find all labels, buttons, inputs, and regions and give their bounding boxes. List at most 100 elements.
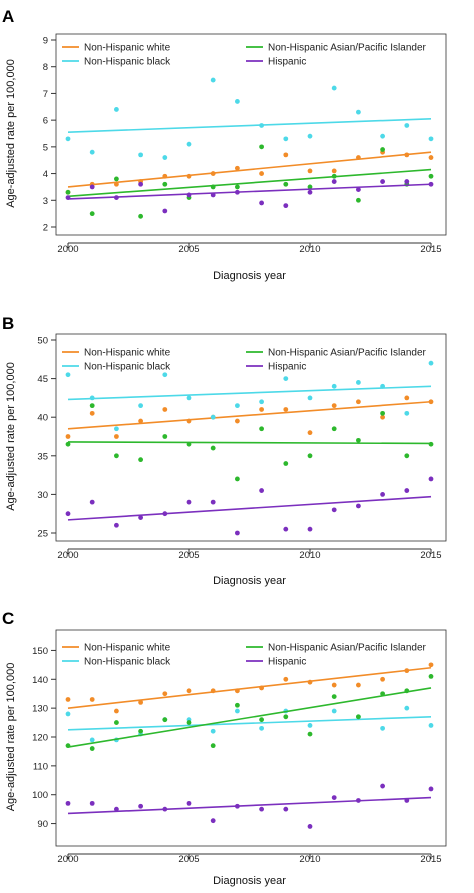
panel-b-legend: Non-Hispanic white Non-Hispanic black Non-…	[62, 348, 427, 373]
panel-c-series-non-hispanic-black-point-2006	[210, 728, 216, 734]
panel-a-series-hispanic-point-2015	[428, 181, 434, 187]
panel-c-legend-non-hispanic-white-label: Non-Hispanic white	[84, 643, 171, 654]
panel-b-series-hispanic-point-2002	[114, 522, 119, 528]
panel-a-series-non-hispanic-asian-pacific-islander-point-2007	[235, 184, 240, 190]
panel-a-series-hispanic-point-2010	[307, 189, 313, 195]
panel-a-series-hispanic-point-2007	[235, 189, 240, 195]
panel-c-legend-hispanic-label: Hispanic	[268, 657, 306, 668]
panel-a-series-non-hispanic-asian-pacific-islander-point-2002	[114, 176, 119, 182]
panel-b-y-tick-label-30: 30	[37, 490, 48, 501]
panel-a-y-tick-label-5: 5	[43, 142, 48, 153]
panel-b-letter: B	[2, 314, 14, 333]
panel-a-series-non-hispanic-black-point-2015	[428, 136, 434, 142]
panel-a-series-non-hispanic-black-point-2000	[65, 136, 71, 142]
panel-c-series-non-hispanic-asian-pacific-islander-point-2004	[162, 717, 168, 723]
panel-b-series-non-hispanic-black-point-2013	[380, 383, 385, 389]
panel-c-series-hispanic-point-2015	[428, 786, 434, 792]
panel-b-series-non-hispanic-asian-pacific-islander	[65, 403, 434, 482]
panel-b-series-non-hispanic-white-point-2007	[235, 418, 240, 424]
panel-a-series-hispanic-point-2012	[356, 187, 361, 193]
panel-c-y-axis: 90 100 110 120 130 140 150	[32, 646, 56, 830]
panel-a-series-non-hispanic-black-point-2009	[283, 136, 289, 142]
panel-c-series-non-hispanic-asian-pacific-islander-point-2011	[331, 694, 337, 699]
panel-b-legend-hispanic-label: Hispanic	[268, 362, 306, 373]
panel-b-series-non-hispanic-white-point-2008	[259, 407, 264, 412]
panel-b-series-hispanic-point-2000	[65, 511, 71, 517]
panel-c-series-hispanic-point-2012	[356, 798, 361, 803]
panel-a-x-axis-title: Diagnosis year	[213, 270, 286, 282]
panel-a-series-hispanic-point-2009	[283, 203, 289, 209]
panel-a-series-non-hispanic-white-point-2008	[259, 171, 264, 176]
panel-b-series-non-hispanic-white-point-2009	[283, 407, 289, 412]
panel-b-series-non-hispanic-black-point-2000	[65, 372, 71, 378]
panel-b-series-non-hispanic-black-point-2015	[428, 360, 434, 366]
panel-a-y-tick-label-4: 4	[43, 169, 48, 180]
panel-a-series-hispanic-point-2004	[162, 208, 168, 214]
panel-c-series-non-hispanic-asian-pacific-islander-point-2003	[138, 728, 144, 734]
panel-a-series-non-hispanic-black	[65, 77, 434, 160]
panel-b-legend-non-hispanic-white-label: Non-Hispanic white	[84, 348, 171, 359]
panel-b-y-tick-label-40: 40	[37, 413, 48, 424]
panel-a-series-non-hispanic-white-point-2015	[428, 155, 434, 160]
panel-b-series-non-hispanic-asian-pacific-islander-point-2003	[138, 457, 144, 463]
panel-b-series-non-hispanic-white-point-2004	[162, 407, 168, 412]
panel-b-series-non-hispanic-asian-pacific-islander-point-2011	[331, 426, 337, 432]
panel-a-series-non-hispanic-asian-pacific-islander-point-2006	[210, 184, 216, 190]
panel-c-series-non-hispanic-asian-pacific-islander-point-2002	[114, 720, 119, 725]
panel-c-series-hispanic-point-2013	[380, 783, 385, 789]
panel-b-series-non-hispanic-black-point-2004	[162, 372, 168, 378]
panel-c-series-non-hispanic-black-point-2000	[65, 711, 71, 717]
panel-a-series-non-hispanic-asian-pacific-islander-point-2012	[356, 197, 361, 203]
panel-b-x-tick-label-2015: 2015	[420, 550, 441, 561]
panel-b-series-hispanic-point-2006	[210, 499, 216, 505]
panel-a-y-axis-title: Age-adjusted rate per 100,000	[5, 59, 17, 208]
panel-b-series-non-hispanic-black-point-2005	[186, 395, 192, 401]
panel-c-series-non-hispanic-asian-pacific-islander-point-2006	[210, 743, 216, 749]
panel-b-series-non-hispanic-black-point-2006	[210, 414, 216, 420]
panel-c-series-non-hispanic-white-point-2001	[89, 697, 95, 702]
panel-c-series-non-hispanic-asian-pacific-islander-point-2015	[428, 674, 434, 679]
panel-c-y-tick-label-100: 100	[32, 790, 48, 801]
panel-c-series-hispanic	[65, 783, 434, 829]
panel-a-series-non-hispanic-black-point-2010	[307, 133, 313, 139]
panel-b-series-non-hispanic-black-point-2009	[283, 376, 289, 381]
panel-c-series-non-hispanic-asian-pacific-islander-point-2010	[307, 731, 313, 737]
panel-c-series-hispanic-point-2005	[186, 800, 192, 806]
panel-b-x-axis: 2000 2005 2010 2015	[57, 548, 442, 561]
panel-b-series-non-hispanic-asian-pacific-islander-point-2008	[259, 426, 264, 432]
panel-c-series-non-hispanic-black	[65, 705, 434, 743]
panel-a-series-hispanic-point-2011	[331, 179, 337, 184]
panel-b-x-axis-title: Diagnosis year	[213, 575, 286, 587]
panel-c-series-non-hispanic-white-point-2011	[331, 682, 337, 688]
panel-c-series-non-hispanic-white-point-2012	[356, 682, 361, 688]
panel-c-series-non-hispanic-black-point-2010	[307, 723, 313, 728]
panel-b-series-non-hispanic-asian-pacific-islander-point-2006	[210, 445, 216, 451]
panel-b-series-non-hispanic-black-point-2001	[89, 395, 95, 401]
panel-c-series-hispanic-point-2011	[331, 795, 337, 800]
panel-b-series-non-hispanic-black	[65, 360, 434, 432]
panel-b-series-non-hispanic-asian-pacific-islander-point-2013	[380, 410, 385, 416]
panel-c-series-hispanic-point-2008	[259, 806, 264, 812]
panel-b-y-tick-label-35: 35	[37, 451, 48, 462]
panel-b-series-non-hispanic-asian-pacific-islander-point-2012	[356, 437, 361, 443]
panel-a-series-non-hispanic-black-point-2007	[235, 99, 240, 104]
panel-a-series-hispanic-point-2003	[138, 181, 144, 187]
panel-c-plot-frame	[55, 629, 447, 847]
panel-a-y-tick-label-2: 2	[43, 223, 48, 234]
panel-c-series-non-hispanic-white-point-2013	[380, 676, 385, 682]
panel-a-series-non-hispanic-white-trend-line	[67, 151, 432, 188]
panel-c-series-non-hispanic-white-point-2005	[186, 688, 192, 694]
panel-a-series-non-hispanic-asian-pacific-islander-point-2000	[65, 189, 71, 195]
panel-a-series-non-hispanic-black-point-2001	[89, 149, 95, 155]
panel-a-series-non-hispanic-black-point-2004	[162, 155, 168, 160]
panel-b-y-tick-label-45: 45	[37, 374, 48, 385]
panel-b-y-axis-title: Age-adjusted rate per 100,000	[5, 362, 17, 511]
panel-a-series-non-hispanic-white-point-2012	[356, 155, 361, 160]
panel-a-series-non-hispanic-black-point-2014	[404, 123, 410, 128]
panel-c-legend-non-hispanic-asian-pacific-islander-label: Non-Hispanic Asian/Pacific Islander	[268, 643, 427, 654]
panel-b-series-hispanic-point-2012	[356, 503, 361, 509]
panel-c-series-non-hispanic-black-point-2001	[89, 737, 95, 743]
panel-a-series-non-hispanic-white-point-2002	[114, 181, 119, 187]
panel-c-series-hispanic-point-2014	[404, 798, 410, 803]
